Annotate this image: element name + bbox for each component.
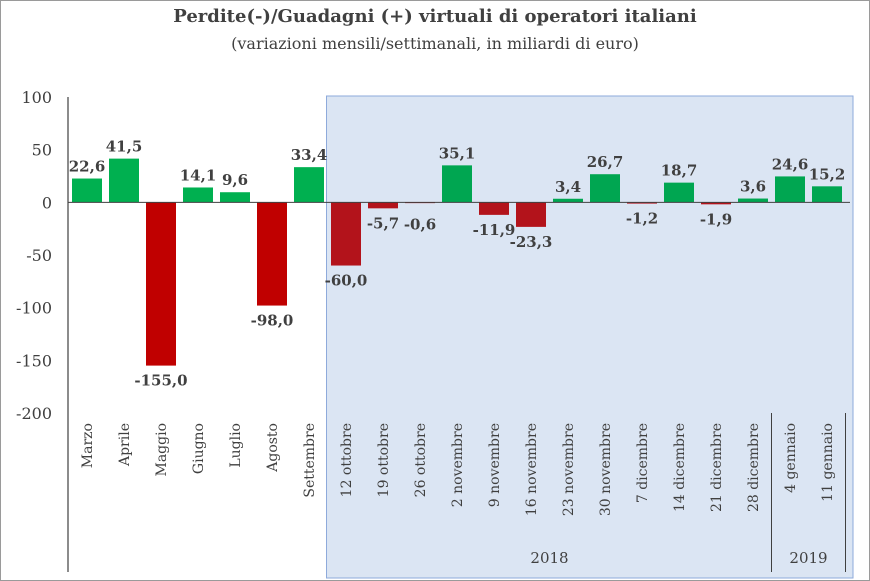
x-tick-label: 21 dicembre (709, 423, 725, 512)
bar-21 (812, 186, 842, 203)
bar-1 (72, 178, 102, 203)
y-tick-label: -100 (16, 299, 52, 318)
bar-2 (109, 158, 139, 203)
x-tick-label: 11 gennaio (820, 423, 836, 502)
data-label: 3,6 (740, 178, 766, 196)
x-tick-label: Luglio (228, 423, 244, 468)
x-tick-label: 16 novembre (524, 423, 540, 516)
x-tick-label: 30 novembre (598, 423, 614, 516)
data-label: -23,3 (510, 233, 553, 251)
x-tick-label: 14 dicembre (672, 423, 688, 512)
x-tick-label: 12 ottobre (339, 423, 355, 497)
data-label: -98,0 (251, 312, 294, 330)
y-tick-label: 0 (42, 193, 52, 212)
chart-title: Perdite(-)/Guadagni (+) virtuali di oper… (173, 6, 697, 27)
bar-5 (220, 192, 250, 203)
bar-7 (294, 167, 324, 203)
bar-19 (738, 198, 768, 203)
data-label: 9,6 (222, 171, 248, 189)
data-label: -1,9 (700, 210, 732, 228)
y-tick-label: 100 (21, 88, 52, 107)
bar-14 (553, 198, 583, 203)
x-tick-label: Agosto (265, 423, 281, 473)
bar-18 (701, 202, 731, 205)
data-label: -11,9 (473, 221, 516, 239)
x-tick-label: Giugno (191, 423, 207, 474)
x-tick-label: Aprile (117, 423, 133, 467)
x-tick-label: Maggio (154, 423, 170, 477)
bar-4 (183, 187, 213, 203)
x-tick-label: 9 novembre (487, 423, 503, 507)
bar-17 (664, 182, 694, 203)
y-tick-label: -50 (26, 246, 52, 265)
bar-8 (331, 202, 361, 266)
data-label: -1,2 (626, 210, 658, 228)
x-tick-label: 2 novembre (450, 423, 466, 507)
x-tick-label: 4 gennaio (783, 423, 799, 493)
data-label: 14,1 (180, 166, 217, 184)
data-label: -5,7 (367, 214, 399, 232)
weekly-shaded-region (326, 95, 854, 579)
data-label: 35,1 (439, 144, 476, 162)
data-label: 3,4 (555, 178, 581, 196)
data-label: 22,6 (69, 158, 106, 176)
bar-15 (590, 174, 620, 203)
x-tick-label: 28 dicembre (746, 423, 762, 512)
x-tick-label: 7 dicembre (635, 423, 651, 503)
year-group-label: 2019 (789, 549, 827, 567)
year-group-label: 2018 (530, 549, 568, 567)
data-label: 41,5 (106, 138, 143, 156)
data-label: 15,2 (809, 165, 846, 183)
bar-12 (479, 202, 509, 215)
data-label: -155,0 (134, 372, 187, 390)
bar-11 (442, 165, 472, 203)
data-label: 18,7 (661, 162, 698, 180)
y-tick-label: -150 (16, 351, 52, 370)
data-label: -0,6 (404, 215, 436, 233)
x-tick-label: 23 novembre (561, 423, 577, 516)
bar-16 (627, 202, 657, 204)
bar-20 (775, 176, 805, 203)
x-tick-label: Marzo (80, 423, 96, 468)
x-tick-label: Settembre (302, 423, 318, 498)
bar-13 (516, 202, 546, 227)
data-label: -60,0 (325, 272, 368, 290)
chart-subtitle: (variazioni mensili/settimanali, in mili… (231, 34, 639, 53)
bar-6 (257, 202, 287, 306)
y-tick-label: -200 (16, 404, 52, 423)
data-label: 24,6 (772, 155, 809, 173)
data-label: 26,7 (587, 153, 624, 171)
data-label: 33,4 (291, 146, 328, 164)
bar-9 (368, 202, 398, 209)
bar-3 (146, 202, 176, 366)
x-tick-label: 26 ottobre (413, 423, 429, 497)
y-tick-label: 50 (32, 141, 52, 160)
x-tick-label: 19 ottobre (376, 423, 392, 497)
